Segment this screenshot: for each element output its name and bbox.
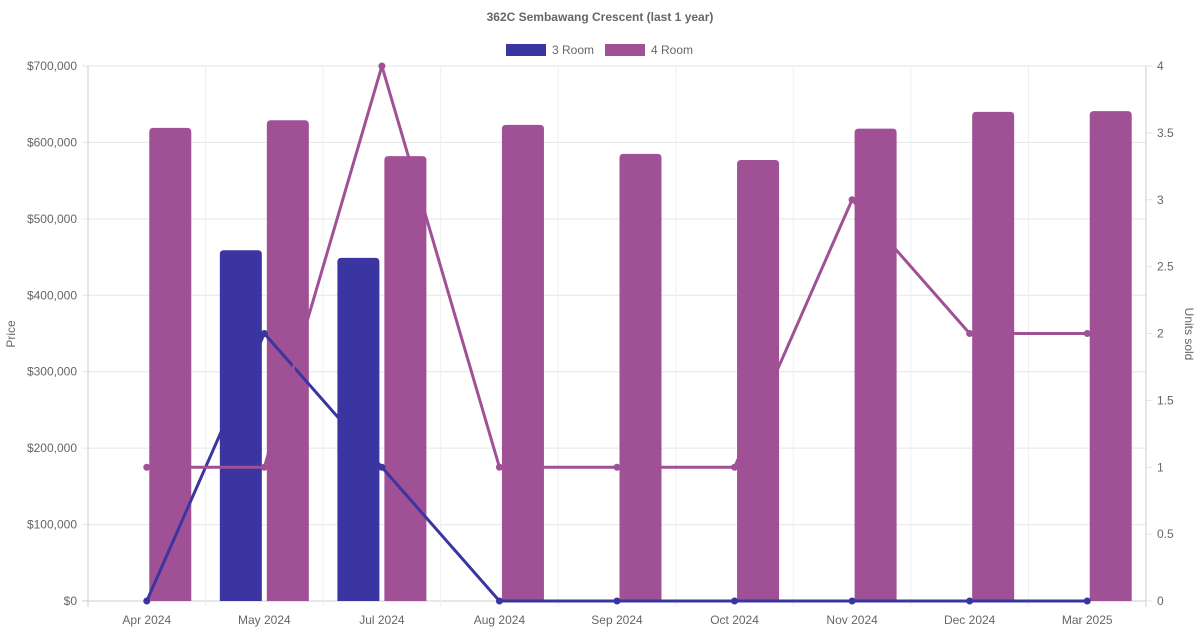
y2-tick-label: 0 (1157, 594, 1164, 608)
chart-title: 362C Sembawang Crescent (last 1 year) (487, 10, 714, 24)
y2-axis-label: Units sold (1182, 308, 1196, 361)
legend-swatch (506, 44, 546, 56)
point-3-room (731, 597, 739, 605)
y-tick-label: $0 (64, 594, 78, 608)
y2-tick-label: 0.5 (1157, 527, 1174, 541)
point-4-room (495, 463, 503, 471)
point-4-room (848, 196, 856, 204)
bar-3-room (219, 250, 262, 601)
y2-tick-label: 3 (1157, 193, 1164, 207)
bar-4-room (501, 124, 544, 601)
bar-4-room (149, 127, 192, 601)
legend-label: 3 Room (552, 43, 594, 57)
bar-4-room (384, 156, 427, 601)
x-tick-label: Sep 2024 (591, 613, 643, 627)
y2-tick-label: 1.5 (1157, 393, 1174, 407)
point-3-room (966, 597, 974, 605)
point-4-room (378, 62, 386, 70)
legend: 3 Room 4 Room (506, 43, 693, 57)
point-4-room (260, 463, 268, 471)
bars (149, 111, 1132, 601)
y2-tick-label: 2 (1157, 327, 1164, 341)
point-3-room (1083, 597, 1091, 605)
point-4-room (731, 463, 739, 471)
y-tick-label: $700,000 (27, 59, 77, 73)
x-tick-label: Dec 2024 (944, 613, 996, 627)
bar-4-room (1089, 111, 1132, 601)
bar-4-room (972, 111, 1015, 601)
bar-4-room (737, 160, 780, 601)
point-3-room (378, 463, 386, 471)
point-3-room (495, 597, 503, 605)
bar-4-room (854, 128, 897, 601)
y-tick-label: $300,000 (27, 365, 77, 379)
y2-tick-label: 4 (1157, 59, 1164, 73)
legend-label: 4 Room (651, 43, 693, 57)
y-tick-label: $200,000 (27, 441, 77, 455)
x-tick-label: Aug 2024 (474, 613, 526, 627)
y-tick-label: $100,000 (27, 518, 77, 532)
point-4-room (143, 463, 151, 471)
point-3-room (143, 597, 151, 605)
point-4-room (966, 330, 974, 337)
x-tick-label: Oct 2024 (710, 613, 759, 627)
y2-tick-label: 2.5 (1157, 260, 1174, 274)
y-tick-label: $500,000 (27, 212, 77, 226)
point-4-room (1083, 330, 1091, 337)
point-3-room (848, 597, 856, 605)
y-axis-label: Price (4, 320, 18, 348)
y2-tick-label: 3.5 (1157, 126, 1174, 140)
y-tick-label: $600,000 (27, 135, 77, 149)
axes: $0 $100,000 $200,000 $300,000 $400,000 $500,0… (27, 59, 1174, 627)
point-3-room (613, 597, 621, 605)
x-tick-label: May 2024 (238, 613, 291, 627)
x-tick-label: Nov 2024 (826, 613, 878, 627)
point-4-room (613, 463, 621, 471)
x-tick-label: Apr 2024 (122, 613, 171, 627)
legend-swatch (605, 44, 645, 56)
x-tick-label: Jul 2024 (359, 613, 405, 627)
bar-4-room (619, 153, 662, 601)
point-3-room (260, 330, 268, 337)
y-tick-label: $400,000 (27, 288, 77, 302)
lines (143, 62, 1091, 605)
x-tick-label: Mar 2025 (1062, 613, 1113, 627)
y2-tick-label: 1 (1157, 460, 1164, 474)
bar-3-room (337, 257, 380, 601)
